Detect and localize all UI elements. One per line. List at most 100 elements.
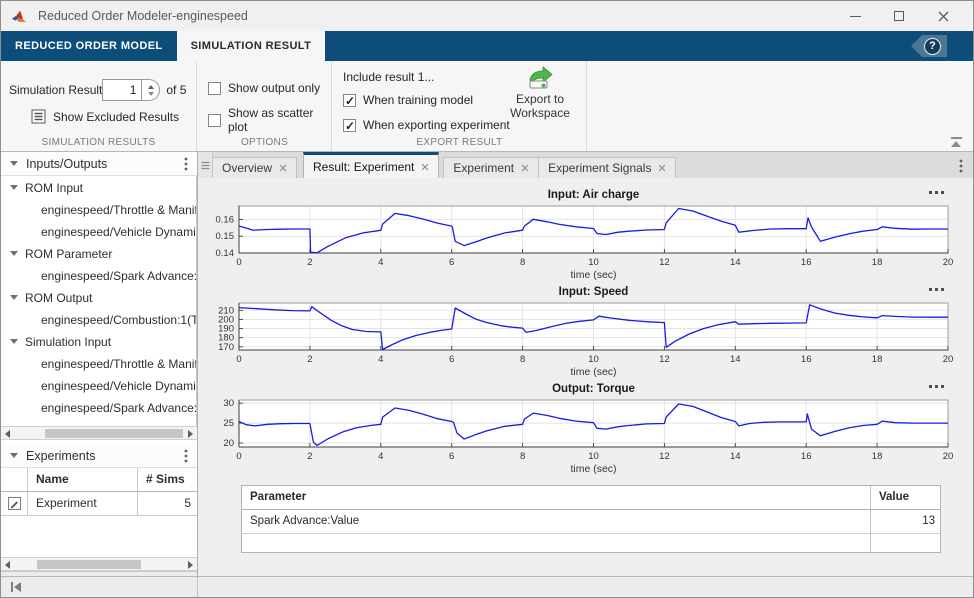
- plot-options-icon[interactable]: [929, 385, 944, 388]
- plot-options-icon[interactable]: [929, 288, 944, 291]
- tab-close-icon[interactable]: [279, 164, 287, 172]
- chevron-down-icon[interactable]: [10, 295, 18, 300]
- simulation-result-label: Simulation Result: [9, 83, 103, 97]
- checkbox-show-as-scatter-plot[interactable]: Show as scatter plot: [208, 106, 331, 134]
- svg-text:190: 190: [218, 324, 234, 335]
- when-training-model-label: When training model: [363, 93, 474, 107]
- svg-text:14: 14: [730, 354, 741, 365]
- experiments-panel-header[interactable]: Experiments: [1, 444, 197, 468]
- close-button[interactable]: [921, 1, 965, 31]
- tab-close-icon[interactable]: [521, 164, 529, 172]
- export-to-workspace-button[interactable]: Export to Workspace: [499, 66, 581, 128]
- parameter-name: Spark Advance:Value: [250, 515, 360, 527]
- collapse-toolstrip-button[interactable]: [949, 137, 963, 147]
- chevron-down-icon[interactable]: [10, 185, 18, 190]
- svg-text:8: 8: [520, 354, 525, 365]
- parameter-row[interactable]: Spark Advance:Value 13: [242, 510, 940, 534]
- svg-text:0: 0: [236, 257, 241, 268]
- tab-reduced-order-model[interactable]: REDUCED ORDER MODEL: [15, 40, 163, 52]
- panel-menu-icon[interactable]: [184, 157, 188, 171]
- svg-text:8: 8: [520, 257, 525, 268]
- checkbox-when-exporting-experiment[interactable]: When exporting experiment: [343, 118, 510, 133]
- tree-item-signal[interactable]: enginespeed/Throttle & Manif: [41, 356, 196, 371]
- column-name[interactable]: Name: [28, 468, 138, 491]
- minimize-button[interactable]: [833, 1, 877, 31]
- column-parameter[interactable]: Parameter: [250, 491, 307, 503]
- edit-experiment-icon[interactable]: [7, 497, 21, 510]
- help-button[interactable]: ?: [911, 35, 947, 57]
- inputs-outputs-panel-header[interactable]: Inputs/Outputs: [1, 152, 197, 176]
- column-sims[interactable]: # Sims: [146, 472, 185, 486]
- svg-text:16: 16: [801, 451, 812, 462]
- tab-bar-menu-icon[interactable]: [959, 159, 963, 173]
- tree-item-signal[interactable]: enginespeed/Vehicle Dynami: [41, 224, 196, 239]
- tab-close-icon[interactable]: [658, 164, 666, 172]
- show-excluded-results-button[interactable]: Show Excluded Results: [31, 109, 179, 124]
- simulation-result-stepper[interactable]: [142, 79, 161, 101]
- svg-text:10: 10: [588, 354, 599, 365]
- svg-text:20: 20: [943, 354, 954, 365]
- tree-horizontal-scrollbar[interactable]: [1, 426, 197, 440]
- collapse-sidebar-button[interactable]: [11, 582, 21, 592]
- checkbox-show-output-only[interactable]: Show output only: [208, 81, 320, 95]
- tree-item-signal[interactable]: enginespeed/Vehicle Dynami: [41, 378, 196, 393]
- tree-item-signal[interactable]: enginespeed/Combustion:1(T: [41, 312, 196, 327]
- svg-text:6: 6: [449, 354, 454, 365]
- tab-experiment[interactable]: Experiment: [443, 157, 540, 178]
- air-charge-axes[interactable]: 0 2 4 6 8 10 12 14 16 18 20 0.14 0.15 0.16 time (sec): [198, 202, 958, 282]
- tree-item-signal[interactable]: enginespeed/Spark Advance:: [41, 400, 196, 415]
- experiments-horizontal-scrollbar[interactable]: [1, 557, 197, 571]
- maximize-button[interactable]: [877, 1, 921, 31]
- tab-overview[interactable]: Overview: [212, 157, 298, 178]
- show-output-only-label: Show output only: [228, 81, 321, 95]
- document-area: Overview Result: Experiment Experiment E…: [198, 152, 973, 578]
- simulation-result-input[interactable]: 1: [102, 79, 143, 101]
- svg-text:4: 4: [378, 451, 383, 462]
- tab-simulation-result[interactable]: SIMULATION RESULT: [176, 31, 326, 61]
- svg-text:0.15: 0.15: [216, 231, 235, 242]
- svg-text:25: 25: [223, 418, 234, 429]
- svg-text:20: 20: [943, 257, 954, 268]
- scroll-left-icon[interactable]: [5, 430, 10, 438]
- column-value[interactable]: Value: [870, 486, 940, 509]
- chevron-down-icon: [10, 161, 18, 166]
- svg-text:8: 8: [520, 451, 525, 462]
- svg-text:time (sec): time (sec): [570, 269, 616, 281]
- tab-close-icon[interactable]: [421, 163, 429, 171]
- tree-item-simulation-input[interactable]: Simulation Input: [1, 330, 196, 352]
- tab-result-experiment[interactable]: Result: Experiment: [303, 152, 440, 178]
- tree-item-rom-parameter[interactable]: ROM Parameter: [1, 242, 196, 264]
- tree-item-rom-input[interactable]: ROM Input: [1, 176, 196, 198]
- tab-experiment-signals[interactable]: Experiment Signals: [538, 157, 677, 178]
- show-as-scatter-plot-label: Show as scatter plot: [228, 106, 314, 134]
- export-to-workspace-label: Export to Workspace: [510, 92, 570, 120]
- spinner-down-icon: [147, 91, 154, 96]
- svg-text:210: 210: [218, 305, 234, 316]
- svg-text:0.14: 0.14: [216, 248, 235, 259]
- tree-item-signal[interactable]: enginespeed/Spark Advance:: [41, 268, 196, 283]
- collapse-toolstrip-icon: [950, 137, 962, 139]
- plot-options-icon[interactable]: [929, 191, 944, 194]
- svg-text:20: 20: [223, 438, 234, 449]
- tree-item-signal[interactable]: enginespeed/Throttle & Manif: [41, 202, 196, 217]
- left-sidebar: Inputs/Outputs ROM Input enginespeed/Thr…: [1, 152, 198, 578]
- experiment-row[interactable]: Experiment 5: [1, 492, 197, 516]
- scroll-right-icon[interactable]: [188, 561, 193, 569]
- scroll-right-icon[interactable]: [188, 430, 193, 438]
- plot-title: Input: Speed: [558, 286, 629, 298]
- torque-axes[interactable]: 0 2 4 6 8 10 12 14 16 18 20 20 25 30 time (sec): [198, 396, 958, 476]
- scroll-left-icon[interactable]: [5, 561, 10, 569]
- section-label-export-result: EXPORT RESULT: [416, 137, 503, 148]
- chevron-down-icon[interactable]: [10, 339, 18, 344]
- chevron-down-icon: [10, 453, 18, 458]
- panel-menu-icon[interactable]: [184, 449, 188, 463]
- tree-item-rom-output[interactable]: ROM Output: [1, 286, 196, 308]
- svg-text:180: 180: [218, 333, 234, 344]
- scrollbar-thumb[interactable]: [45, 429, 183, 438]
- chevron-down-icon[interactable]: [10, 251, 18, 256]
- tab-bar-grip[interactable]: [198, 152, 213, 178]
- scrollbar-thumb[interactable]: [37, 560, 141, 569]
- checkbox-when-training-model[interactable]: When training model: [343, 93, 474, 108]
